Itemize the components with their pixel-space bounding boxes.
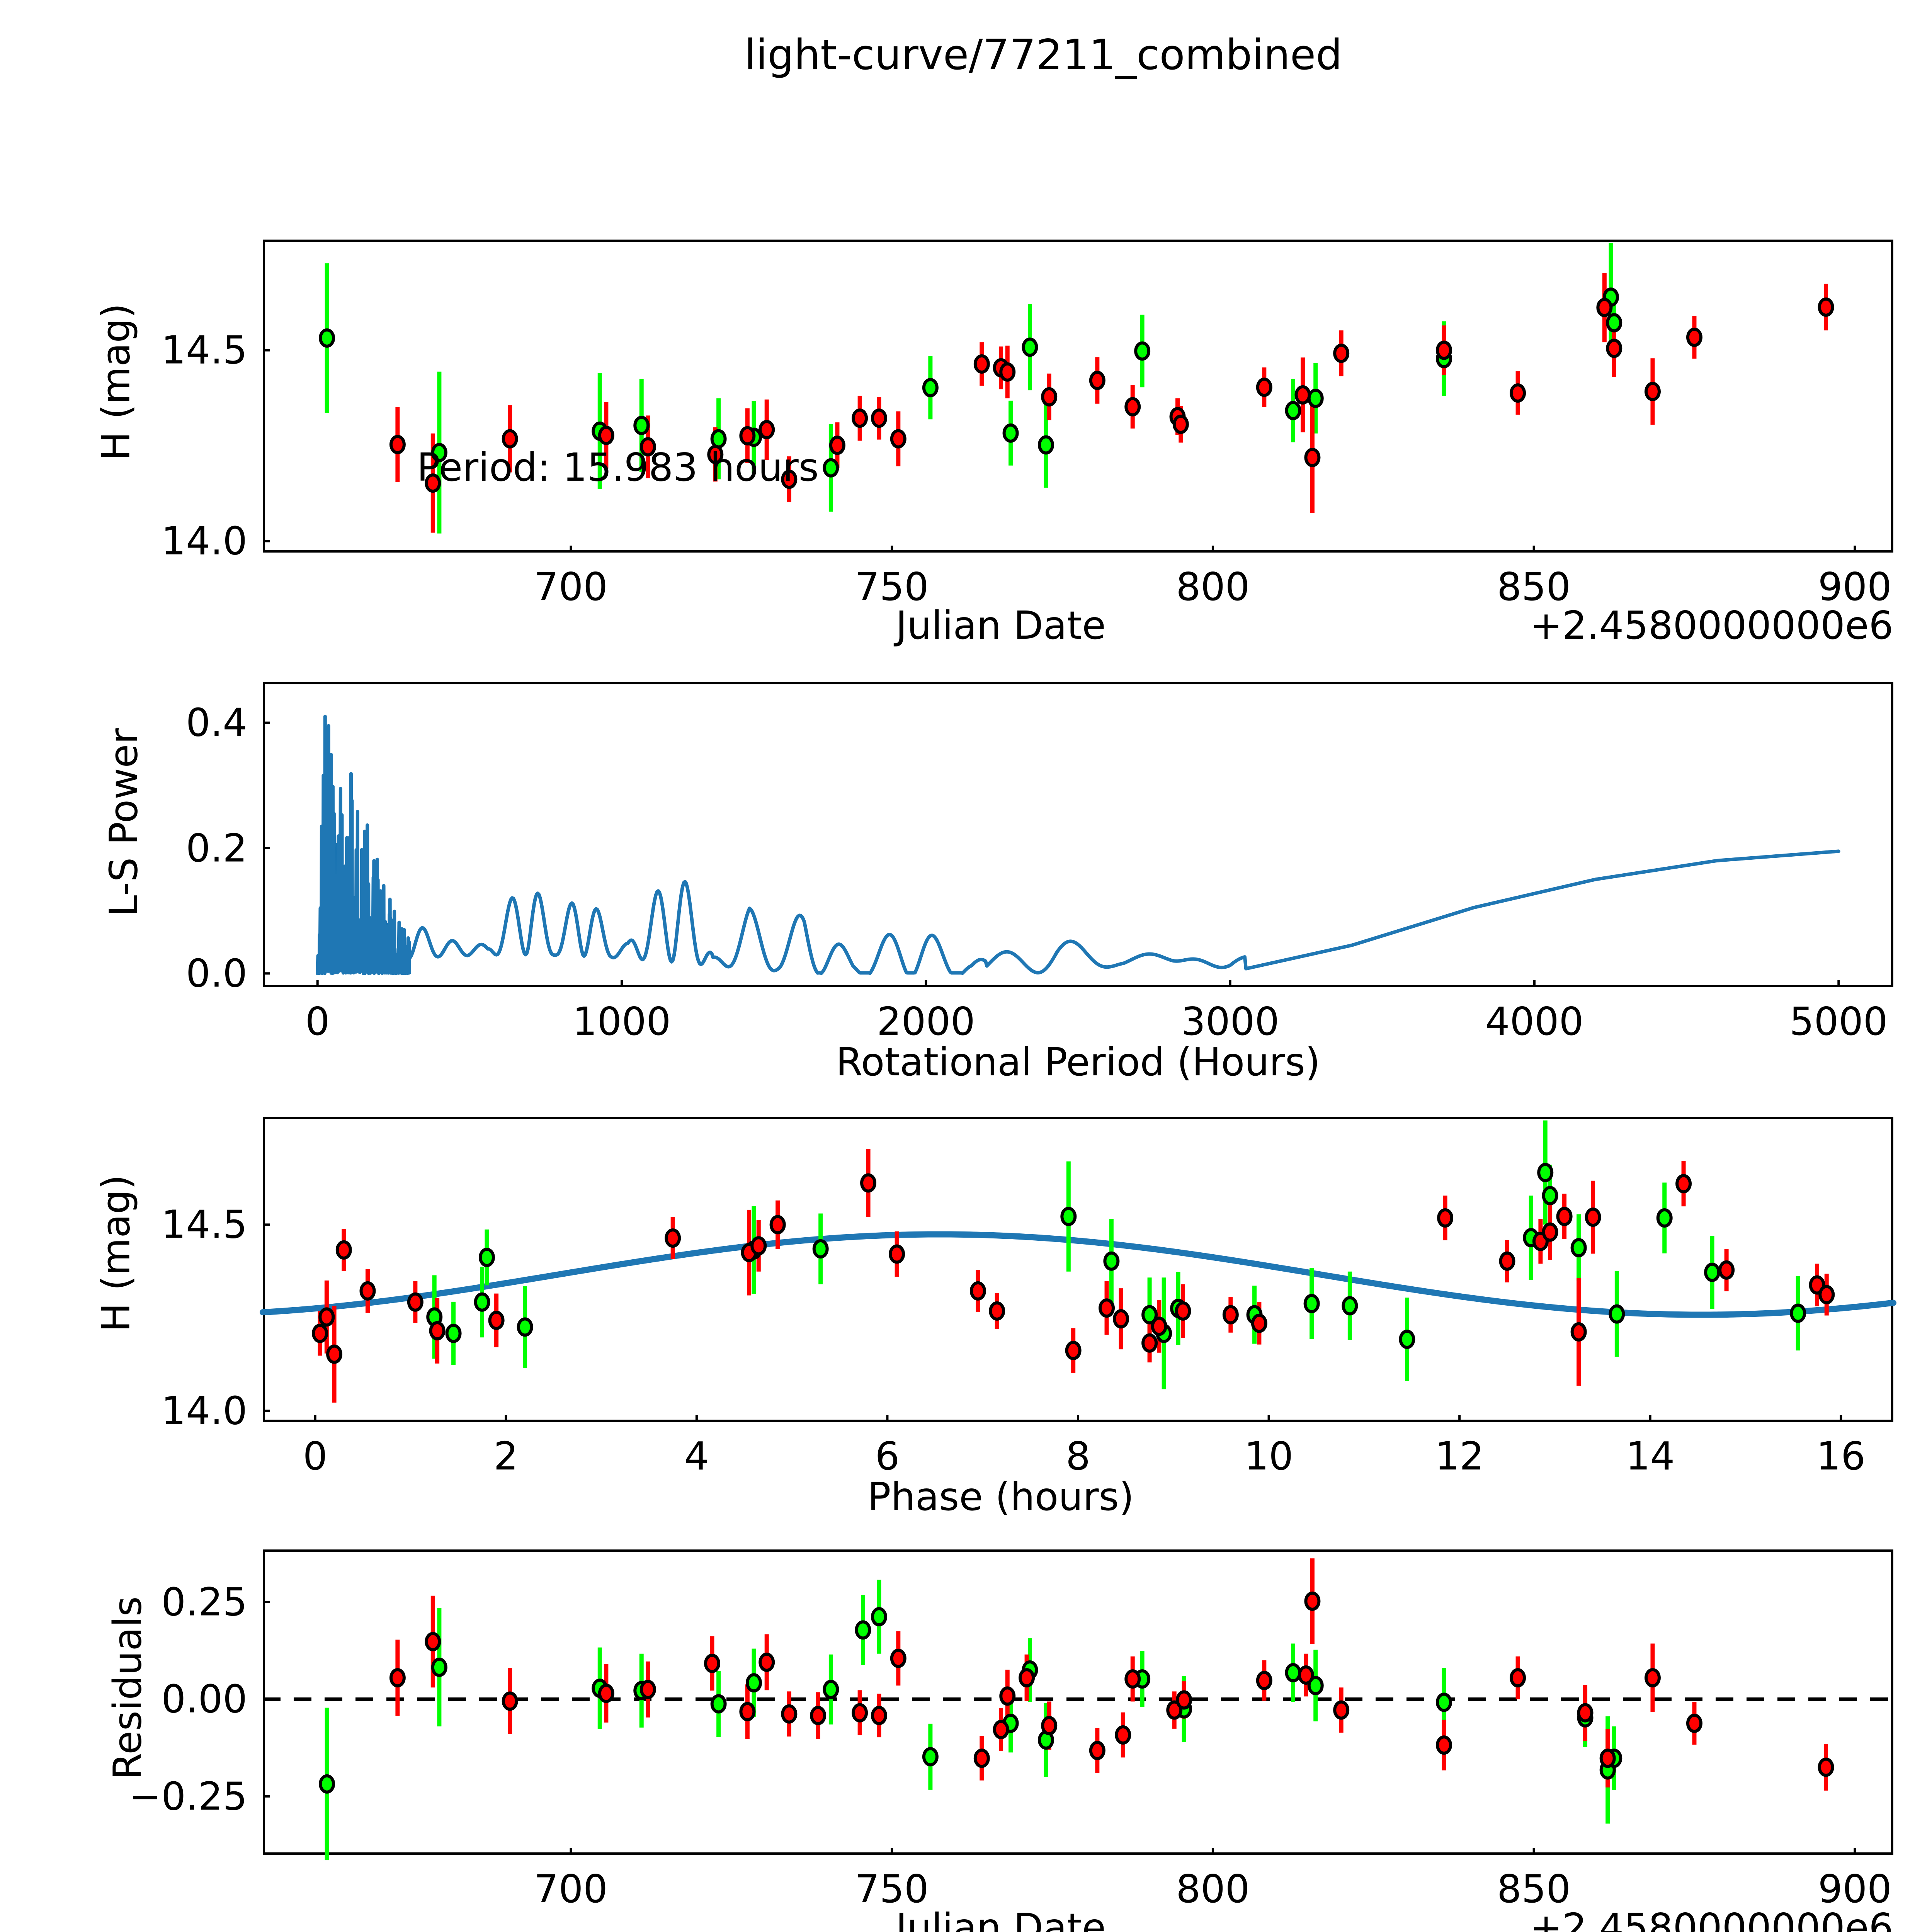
x-tick-label: 800 (1176, 1866, 1250, 1912)
x-tick-label: 0 (303, 1434, 328, 1479)
y-tick-label: 14.5 (161, 327, 247, 373)
panel-phasefold-plot (260, 1120, 1896, 1422)
x-tick-label: 10 (1244, 1434, 1294, 1479)
panel-lightcurve (263, 240, 1893, 553)
x-tick-label: 8 (1066, 1434, 1090, 1479)
sine-fit-curve (260, 1231, 1896, 1318)
x-tick-label: 750 (855, 1866, 929, 1912)
y-tick-label: 0.2 (185, 825, 247, 871)
panel-residuals-plot (263, 1558, 1893, 1861)
marker-group-red-band (312, 1173, 1835, 1364)
x-tick-label: 6 (875, 1434, 900, 1479)
panel-phasefold-xlabel: Phase (hours) (867, 1474, 1134, 1519)
marker-group-red-band (389, 297, 1834, 493)
panel-lightcurve-plot (263, 243, 1856, 553)
panel-periodogram (263, 682, 1893, 987)
panel-periodogram-xlabel: Rotational Period (Hours) (836, 1039, 1320, 1085)
panel-periodogram-plot (263, 714, 1840, 987)
y-tick-label: 14.5 (161, 1202, 247, 1247)
panel-lightcurve-frame (263, 240, 1893, 553)
x-tick-label: 14 (1626, 1434, 1675, 1479)
y-tick-label: 0.0 (185, 951, 247, 996)
x-tick-label: 2000 (877, 999, 975, 1044)
x-tick-label: 900 (1818, 564, 1892, 609)
panel-residuals-offset-text: +2.4580000000e6 (1530, 1905, 1893, 1932)
x-tick-label: 4000 (1485, 999, 1584, 1044)
y-tick-label: −0.25 (129, 1774, 247, 1819)
figure-title: light-curve/77211_combined (744, 31, 1342, 79)
y-tick-label: 0.25 (161, 1579, 247, 1625)
panel-phasefold (260, 1117, 1896, 1422)
x-tick-label: 700 (534, 564, 608, 609)
x-tick-label: 800 (1176, 564, 1250, 609)
panel-phasefold-frame (263, 1117, 1893, 1422)
panel-residuals-frame (263, 1549, 1893, 1855)
y-tick-label: 14.0 (161, 518, 247, 564)
errorbar-group-green-band (325, 243, 1616, 534)
x-tick-label: 1000 (572, 999, 671, 1044)
x-tick-label: 0 (305, 999, 330, 1044)
errorbar-group-green-band (432, 1120, 1800, 1389)
y-tick-label: 0.4 (185, 700, 247, 745)
x-tick-label: 850 (1497, 1866, 1571, 1912)
periodogram-line (316, 714, 1840, 975)
panel-residuals-xlabel: Julian Date (896, 1905, 1106, 1932)
x-tick-label: 2 (493, 1434, 519, 1479)
panel-lightcurve-offset-text: +2.4580000000e6 (1530, 603, 1893, 648)
panel-phasefold-ylabel: H (mag) (93, 1174, 139, 1332)
y-tick-label: 0.00 (161, 1676, 247, 1722)
y-tick-label: 14.0 (161, 1388, 247, 1434)
x-tick-label: 3000 (1181, 999, 1279, 1044)
marker-group-red-band (389, 1591, 1834, 1777)
x-tick-label: 700 (534, 1866, 608, 1912)
period-annotation: Period: 15.983 hours (417, 444, 819, 490)
panel-lightcurve-ylabel: H (mag) (93, 303, 139, 461)
x-tick-label: 4 (684, 1434, 709, 1479)
errorbar-group-green-band (325, 1580, 1616, 1861)
panel-lightcurve-xlabel: Julian Date (896, 603, 1106, 648)
x-tick-label: 16 (1816, 1434, 1866, 1479)
panel-residuals (263, 1549, 1893, 1861)
x-tick-label: 850 (1497, 564, 1571, 609)
x-tick-label: 12 (1435, 1434, 1484, 1479)
marker-group-green-band (319, 1607, 1622, 1794)
panel-periodogram-frame (263, 682, 1893, 987)
x-tick-label: 900 (1818, 1866, 1892, 1912)
x-tick-label: 5000 (1789, 999, 1888, 1044)
x-tick-label: 750 (855, 564, 929, 609)
